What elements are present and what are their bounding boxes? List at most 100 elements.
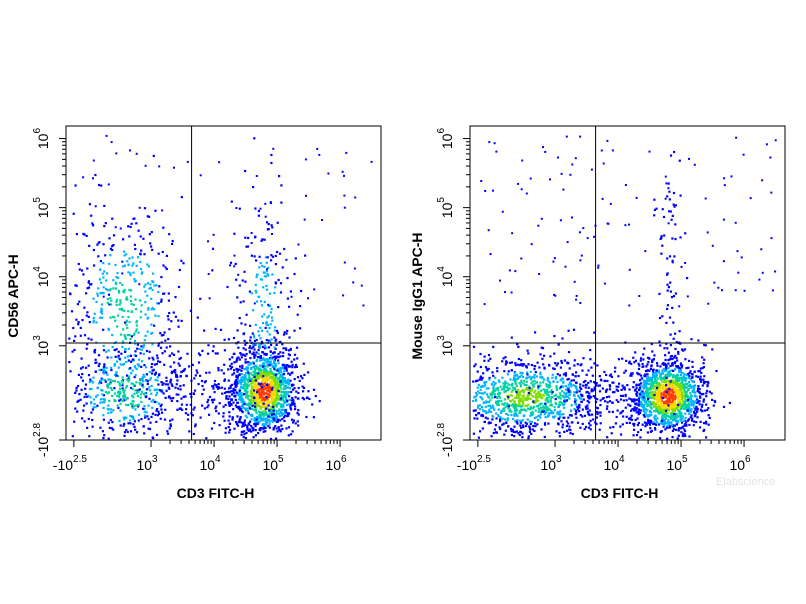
- event-dot: [136, 389, 139, 392]
- event-dot: [125, 403, 128, 406]
- event-dot: [663, 405, 666, 408]
- event-dot: [687, 389, 690, 392]
- event-dot: [260, 394, 263, 398]
- event-dot: [544, 416, 547, 419]
- event-dot: [504, 389, 507, 392]
- event-dot: [619, 394, 623, 397]
- event-dot: [267, 358, 270, 361]
- event-dot: [105, 371, 108, 374]
- event-dot: [559, 400, 562, 403]
- event-dot: [274, 437, 278, 440]
- event-dot: [532, 385, 536, 388]
- event-dot: [519, 419, 522, 422]
- event-dot: [547, 380, 550, 383]
- event-dot: [284, 401, 287, 404]
- event-dot: [150, 384, 153, 388]
- event-dot: [229, 390, 233, 393]
- event-dot: [139, 268, 143, 271]
- event-dot: [290, 390, 293, 394]
- event-dot: [683, 397, 686, 400]
- event-dot: [694, 391, 697, 394]
- event-dot: [87, 286, 91, 289]
- event-dot: [291, 430, 294, 433]
- event-dot: [532, 412, 535, 415]
- event-dot: [622, 415, 625, 418]
- event-dot: [133, 354, 136, 357]
- event-dot: [664, 428, 667, 431]
- event-dot: [193, 377, 196, 380]
- event-dot: [167, 386, 170, 389]
- event-dot: [269, 350, 272, 353]
- event-dot: [567, 377, 570, 381]
- event-dot: [236, 381, 239, 384]
- event-dot: [258, 364, 261, 367]
- event-dot: [115, 372, 118, 375]
- event-dot: [196, 316, 199, 319]
- event-dot: [486, 393, 489, 396]
- event-dot: [168, 312, 171, 315]
- event-dot: [290, 360, 293, 363]
- event-dot: [258, 421, 261, 424]
- event-dot: [694, 408, 697, 411]
- event-dot: [248, 346, 251, 350]
- event-dot: [567, 422, 570, 425]
- event-dot: [86, 311, 89, 314]
- event-dot: [274, 378, 277, 382]
- event-dot: [533, 373, 536, 377]
- event-dot: [235, 359, 239, 362]
- event-dot: [582, 381, 585, 384]
- event-dot: [697, 370, 700, 373]
- event-dot: [188, 365, 191, 368]
- event-dot: [211, 247, 215, 250]
- event-dot: [560, 384, 563, 387]
- event-dot: [122, 328, 125, 331]
- event-dot: [265, 358, 268, 361]
- event-dot: [123, 264, 126, 267]
- event-dot: [485, 387, 488, 390]
- event-dot: [667, 382, 670, 385]
- event-dot: [316, 147, 319, 150]
- event-dot: [248, 407, 251, 410]
- event-dot: [649, 383, 652, 386]
- event-dot: [702, 362, 705, 365]
- event-dot: [208, 395, 212, 399]
- event-dot: [269, 363, 273, 366]
- event-dot: [636, 391, 639, 394]
- event-dot: [278, 252, 282, 255]
- event-dot: [233, 427, 236, 430]
- event-dot: [263, 367, 266, 370]
- event-dot: [655, 388, 658, 391]
- event-dot: [695, 410, 699, 413]
- event-dot: [249, 420, 252, 423]
- event-dot: [543, 413, 546, 416]
- event-dot: [295, 390, 298, 393]
- event-dot: [510, 390, 513, 393]
- event-dot: [661, 402, 664, 405]
- event-dot: [256, 366, 259, 369]
- event-dot: [684, 419, 687, 422]
- event-dot: [261, 264, 264, 267]
- event-dot: [588, 392, 591, 395]
- event-dot: [227, 368, 230, 371]
- event-dot: [248, 399, 251, 402]
- event-dot: [545, 385, 548, 388]
- event-dot: [266, 316, 269, 319]
- event-dot: [239, 416, 242, 419]
- event-dot: [569, 410, 572, 413]
- event-dot: [254, 429, 257, 432]
- event-dot: [688, 381, 691, 384]
- event-dot: [265, 396, 268, 399]
- event-dot: [650, 394, 654, 397]
- event-dot: [87, 281, 90, 284]
- event-dot: [484, 416, 487, 419]
- event-dot: [135, 152, 138, 155]
- y-tick-label: 103: [32, 335, 51, 357]
- event-dot: [502, 407, 505, 410]
- event-dot: [536, 405, 540, 408]
- event-dot: [249, 324, 252, 327]
- event-dot: [569, 432, 572, 435]
- event-dot: [115, 282, 118, 286]
- event-dot: [684, 394, 687, 397]
- event-dot: [482, 410, 485, 413]
- event-dot: [130, 386, 133, 390]
